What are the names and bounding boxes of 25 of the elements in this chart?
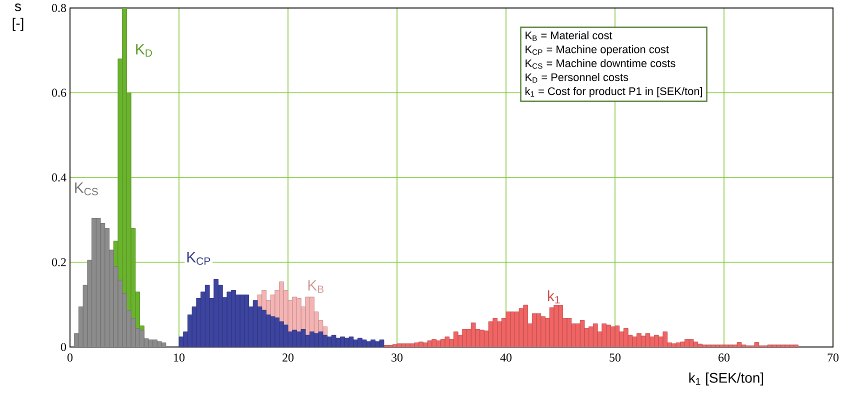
y-tick-label: 0.2 [52,258,66,266]
series-label: K$_{CS}$ [75,182,98,196]
y-axis-title: s [-] [12,4,24,31]
annotation: K$_{CP}$ = Machine operation cost [526,45,669,56]
annotation: K$_{D}$ = Personnel costs [526,73,628,83]
x-tick-label: 0 [67,354,73,362]
series-label: K$_{D}$ [136,44,152,57]
x-tick-label: 60 [718,354,730,362]
x-tick-label: 70 [828,354,839,362]
x-tick-label: 10 [174,354,185,362]
y-tick-label: 0.8 [52,4,66,12]
series-label: K$_{B}$ [308,280,324,293]
x-tick-label: 30 [392,354,403,362]
x-tick-label: 50 [610,354,621,362]
series-label: K$_{CP}$ [187,252,210,265]
y-tick-label: 0.4 [52,173,66,182]
annotation: K$_{CS}$ = Machine downtime costs [526,59,676,69]
annotation: K$_{B}$ = Material cost [526,31,612,41]
x-tick-label: 20 [282,354,294,362]
x-axis-title: k$_{1}$ [SEK/ton] [689,372,764,386]
series-label: k$_{1}$ [548,290,560,304]
annotation: k$_{1}$ = Cost for product P1 in [SEK/ton] [525,87,702,98]
x-tick-label: 40 [500,354,512,362]
y-tick-label: 0.6 [52,88,66,97]
y-tick-label: 0 [60,342,66,352]
